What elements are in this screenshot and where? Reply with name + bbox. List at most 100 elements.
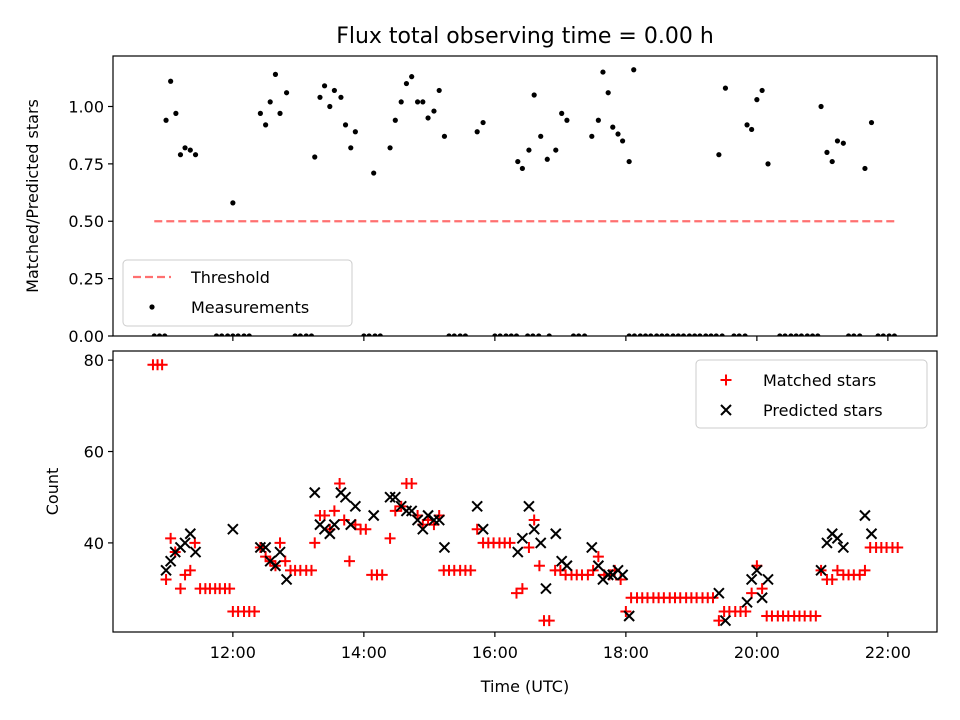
data-point xyxy=(192,152,199,158)
series-predicted-stars xyxy=(160,486,878,627)
data-point xyxy=(235,333,241,336)
data-point xyxy=(184,564,196,576)
data-point xyxy=(891,333,898,336)
chart-title: Flux total observing time = 0.00 h xyxy=(336,24,714,49)
data-point xyxy=(279,555,291,567)
data-point xyxy=(528,514,540,526)
data-point xyxy=(219,333,225,336)
data-point xyxy=(338,94,344,100)
legend-box xyxy=(695,359,928,429)
data-point xyxy=(184,528,196,540)
data-point xyxy=(536,333,542,336)
data-point xyxy=(292,333,298,336)
x-tick-label: 20:00 xyxy=(734,643,780,662)
data-point xyxy=(361,333,367,336)
data-point xyxy=(309,486,321,499)
data-point xyxy=(749,126,755,133)
y-tick-label: 1.00 xyxy=(68,97,104,116)
data-point xyxy=(274,546,286,558)
data-point xyxy=(163,117,169,123)
data-point xyxy=(616,569,629,581)
count-panel: 40 60 80 12:00 14:00 16:00 18:00 20:00 22:00 Coun… xyxy=(43,350,938,696)
data-point xyxy=(857,333,863,336)
data-point xyxy=(241,333,247,336)
data-point xyxy=(312,154,318,160)
data-point xyxy=(334,478,346,490)
data-point xyxy=(462,333,468,336)
data-point xyxy=(515,158,521,165)
data-point xyxy=(703,333,709,336)
data-point xyxy=(561,560,573,572)
data-point xyxy=(798,333,805,336)
data-point xyxy=(371,170,377,176)
data-point xyxy=(384,491,396,503)
data-point xyxy=(189,546,202,558)
data-point xyxy=(510,587,522,599)
data-point xyxy=(707,592,719,604)
plot-area xyxy=(151,67,898,336)
data-point xyxy=(403,80,410,87)
data-point xyxy=(328,505,340,517)
data-point xyxy=(519,165,525,172)
data-point xyxy=(451,333,457,336)
y-tick-label: 40 xyxy=(84,534,104,553)
data-point xyxy=(516,583,528,595)
data-point xyxy=(845,333,852,336)
data-point xyxy=(317,94,323,100)
data-point xyxy=(697,333,703,336)
data-point xyxy=(319,509,331,521)
data-point xyxy=(826,573,838,585)
data-point xyxy=(512,546,524,558)
data-point xyxy=(342,122,349,128)
data-point xyxy=(576,333,582,336)
data-point xyxy=(164,555,177,567)
data-point xyxy=(602,569,614,581)
data-point xyxy=(741,596,753,609)
data-point xyxy=(862,165,868,172)
data-point xyxy=(742,333,748,336)
data-point xyxy=(156,359,168,371)
data-point xyxy=(277,110,283,116)
data-point xyxy=(582,333,588,336)
data-point xyxy=(719,333,725,336)
data-point xyxy=(420,99,426,105)
data-point xyxy=(503,333,509,336)
data-point xyxy=(160,564,172,577)
legend-matched-label: Matched stars xyxy=(763,371,876,390)
legend-predicted-swatch xyxy=(720,404,732,416)
data-point xyxy=(538,133,544,139)
x-tick-label: 12:00 xyxy=(210,643,256,662)
legend: Threshold Measurements xyxy=(122,259,353,327)
data-point xyxy=(189,537,201,549)
data-point xyxy=(736,333,742,336)
data-point xyxy=(471,523,483,535)
data-point xyxy=(793,333,799,336)
data-point xyxy=(438,541,451,554)
data-point xyxy=(592,551,604,563)
data-point xyxy=(168,78,174,84)
data-point xyxy=(338,514,350,526)
data-point xyxy=(305,564,317,576)
data-point xyxy=(809,333,816,336)
data-point xyxy=(680,333,687,336)
data-point xyxy=(405,505,418,517)
data-point xyxy=(269,560,282,572)
data-point xyxy=(516,532,529,545)
data-point xyxy=(886,333,892,336)
data-point xyxy=(414,99,421,105)
data-point xyxy=(740,605,752,617)
data-point xyxy=(670,333,676,336)
legend-matched-swatch xyxy=(720,374,732,386)
data-point xyxy=(376,569,388,581)
data-point xyxy=(339,491,352,503)
data-point xyxy=(754,97,760,103)
data-point xyxy=(331,87,337,94)
data-point xyxy=(213,333,220,336)
data-point xyxy=(162,333,168,336)
x-tick-label: 22:00 xyxy=(865,643,911,662)
data-point xyxy=(156,333,163,336)
data-point xyxy=(868,119,875,126)
data-point xyxy=(619,138,626,144)
data-point xyxy=(246,333,252,336)
